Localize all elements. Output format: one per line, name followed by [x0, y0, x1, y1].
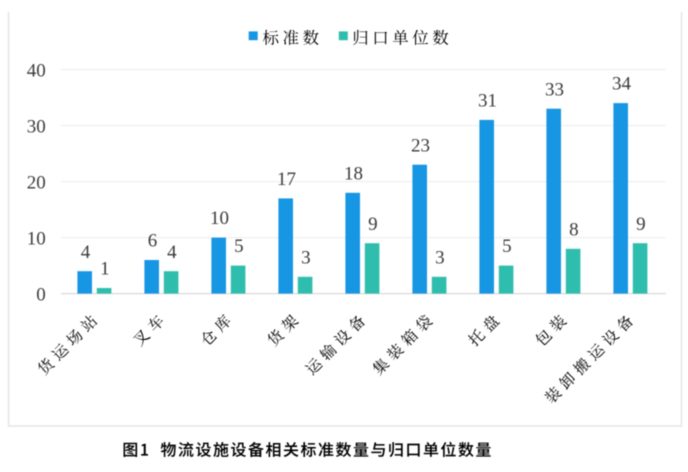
svg-text:0: 0	[36, 284, 46, 305]
svg-text:31: 31	[478, 91, 497, 112]
svg-text:9: 9	[636, 214, 646, 235]
svg-text:9: 9	[368, 214, 378, 235]
svg-text:5: 5	[234, 236, 244, 257]
svg-text:17: 17	[277, 169, 296, 190]
svg-text:18: 18	[344, 163, 363, 184]
svg-text:4: 4	[167, 242, 177, 263]
svg-text:40: 40	[27, 60, 46, 81]
svg-text:4: 4	[81, 242, 91, 263]
svg-text:23: 23	[411, 135, 430, 156]
svg-text:3: 3	[301, 247, 311, 268]
svg-text:10: 10	[210, 208, 229, 229]
svg-text:33: 33	[545, 79, 564, 100]
svg-text:5: 5	[502, 236, 512, 257]
svg-text:10: 10	[27, 228, 46, 249]
svg-text:30: 30	[27, 116, 46, 137]
svg-text:3: 3	[435, 247, 445, 268]
svg-text:8: 8	[569, 219, 579, 240]
svg-text:20: 20	[27, 172, 46, 193]
svg-text:6: 6	[148, 231, 158, 252]
svg-text:1: 1	[100, 259, 110, 280]
svg-text:34: 34	[612, 74, 632, 95]
